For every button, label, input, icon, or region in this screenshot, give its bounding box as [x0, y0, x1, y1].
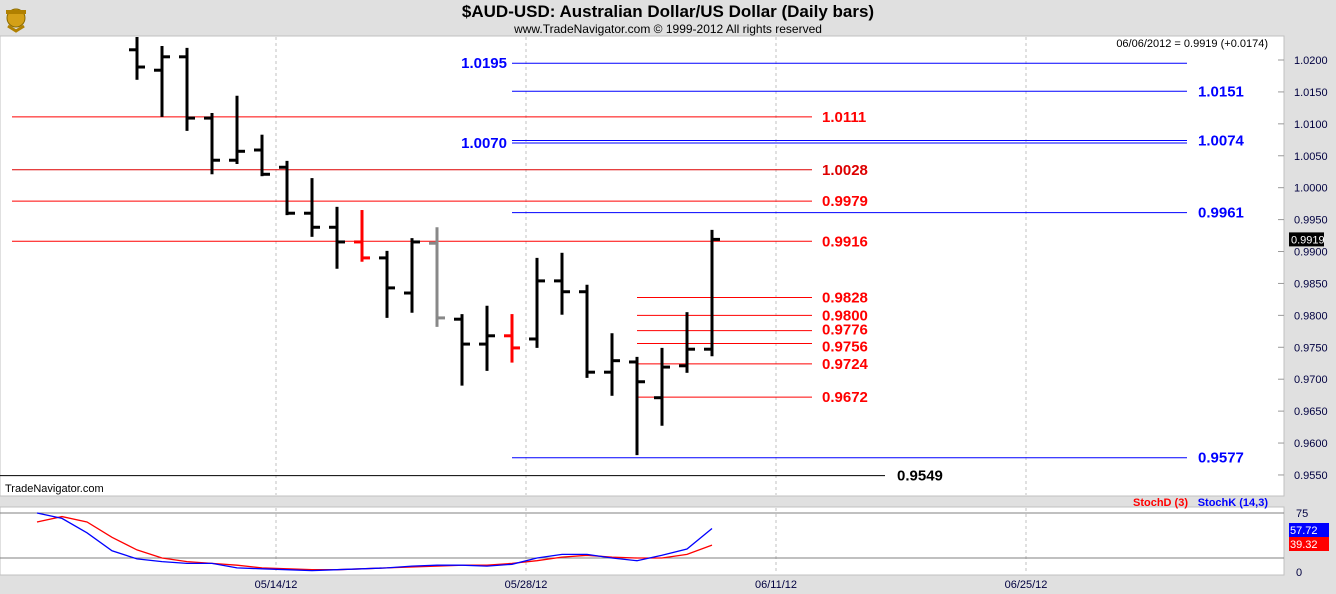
price-panel: [0, 35, 1285, 497]
y-tick-label: 0.9850: [1294, 278, 1328, 290]
x-tick-label: 06/11/12: [755, 579, 797, 591]
ohlc-bar: [329, 206, 345, 269]
stoch-tick-label: 75: [1296, 508, 1308, 520]
ohlc-bar: [154, 45, 170, 117]
stoch-value-box: [1289, 537, 1329, 551]
ohlc-bar: [629, 356, 645, 456]
ohlc-bar: [479, 305, 495, 371]
x-tick-label: 05/28/12: [505, 579, 548, 591]
ohlc-bar: [654, 347, 670, 426]
ohlc-bar: [179, 47, 195, 131]
level-label: 1.0111: [822, 109, 866, 126]
level-label: 0.9672: [822, 389, 868, 406]
y-tick-label: 1.0150: [1294, 87, 1328, 99]
level-label: 0.9756: [822, 338, 868, 355]
x-tick-label: 05/14/12: [255, 579, 298, 591]
y-tick-label: 0.9650: [1294, 406, 1328, 418]
level-label: 0.9800: [822, 307, 868, 324]
y-tick-label: 1.0200: [1294, 55, 1328, 67]
level-label: 1.0151: [1198, 83, 1244, 100]
ohlc-bar: [579, 284, 595, 378]
level-label: 0.9776: [822, 322, 868, 339]
ohlc-bar: [679, 312, 695, 373]
ohlc-bar: [704, 229, 720, 357]
ohlc-bar: [554, 252, 570, 315]
ohlc-bar: [304, 178, 320, 237]
stoch-value-box: [1289, 523, 1329, 537]
ohlc-bar: [129, 37, 145, 80]
stoch-tick-label: 0: [1296, 567, 1302, 579]
stoch-line-k: [36, 512, 713, 572]
ohlc-bar: [254, 134, 270, 177]
ohlc-bar: [429, 227, 445, 327]
level-label: 1.0074: [1198, 132, 1245, 149]
last-quote: 06/06/2012 = 0.9919 (+0.0174): [1116, 38, 1268, 50]
ohlc-bar: [204, 112, 220, 175]
stoch-panel: [0, 506, 1285, 576]
legend-stochd: StochD (3): [1133, 497, 1188, 509]
watermark: TradeNavigator.com: [5, 483, 104, 495]
level-label: 0.9724: [822, 356, 869, 373]
y-tick-label: 0.9600: [1294, 438, 1328, 450]
x-tick-label: 06/25/12: [1005, 579, 1048, 591]
ohlc-bar: [404, 238, 420, 313]
y-tick-label: 0.9800: [1294, 310, 1328, 322]
y-tick-label: 0.9950: [1294, 215, 1328, 227]
ohlc-bar: [454, 314, 470, 386]
level-label: 0.9916: [822, 233, 868, 250]
y-tick-label: 0.9700: [1294, 374, 1328, 386]
legend-stochk: StochK (14,3): [1198, 497, 1269, 509]
level-label: 1.0070: [461, 135, 507, 152]
ohlc-bar: [279, 160, 295, 216]
last-price-box: [1289, 232, 1324, 247]
y-tick-label: 0.9750: [1294, 342, 1328, 354]
level-label: 0.9828: [822, 289, 868, 306]
chart-subtitle: www.TradeNavigator.com © 1999-2012 All r…: [514, 22, 822, 36]
ohlc-bar: [379, 250, 395, 318]
y-tick-label: 1.0000: [1294, 183, 1328, 195]
ohlc-bar: [604, 333, 620, 396]
level-label: 1.0028: [822, 162, 868, 179]
level-label: 0.9549: [897, 468, 943, 485]
y-tick-label: 0.9550: [1294, 470, 1328, 482]
stoch-value-label: 39.32: [1290, 539, 1318, 551]
y-tick-label: 0.9900: [1294, 247, 1328, 259]
stoch-value-label: 57.72: [1290, 525, 1318, 537]
last-price-label: 0.9919: [1291, 234, 1325, 246]
level-label: 0.9961: [1198, 205, 1244, 222]
chart-title: $AUD-USD: Australian Dollar/US Dollar (D…: [461, 2, 875, 21]
y-tick-label: 1.0050: [1294, 151, 1328, 163]
ohlc-bar: [529, 257, 545, 348]
ohlc-bar: [354, 210, 370, 262]
ohlc-bar: [504, 314, 520, 363]
ohlc-bar: [229, 95, 245, 165]
level-label: 0.9979: [822, 193, 868, 210]
y-tick-label: 1.0100: [1294, 119, 1328, 131]
logo-icon: [6, 8, 26, 33]
level-label: 1.0195: [461, 55, 507, 72]
level-label: 0.9577: [1198, 450, 1244, 467]
